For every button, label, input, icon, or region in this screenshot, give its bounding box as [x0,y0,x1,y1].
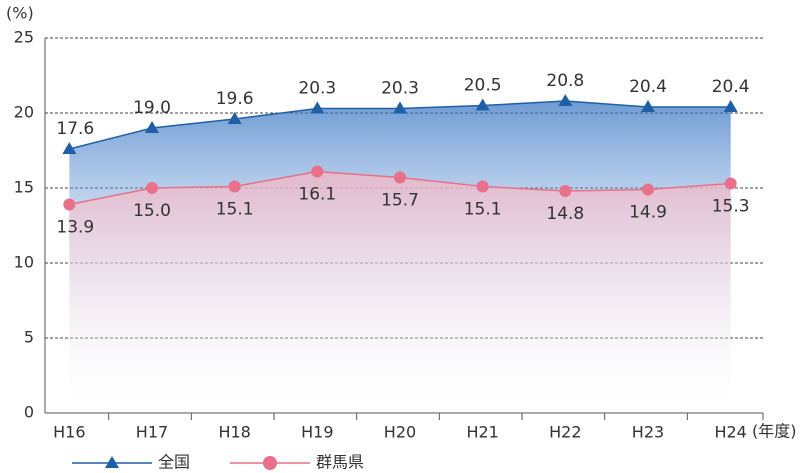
data-label: 14.8 [546,204,584,224]
data-label: 13.9 [56,218,94,238]
area [69,171,731,413]
point [558,94,573,106]
point [228,180,241,193]
point [642,183,654,196]
data-label: 16.1 [298,185,336,205]
x-tick-label: H23 [632,423,664,442]
point [475,98,490,111]
data-label: 17.6 [56,119,94,139]
legend-label: 全国 [158,453,190,472]
point [393,101,407,114]
data-label: 19.0 [133,98,171,118]
x-tick-label: H16 [53,423,85,442]
legend-marker [105,456,119,468]
data-label: 19.6 [216,89,254,109]
data-label: 15.0 [133,201,171,221]
point [310,101,325,114]
point [62,142,77,154]
x-tick-label: H20 [384,423,416,442]
point [63,198,76,211]
y-tick-label: 0 [24,403,34,422]
point [311,165,324,178]
x-tick-label: H17 [136,423,168,442]
data-label: 20.3 [381,79,419,99]
point [559,185,572,197]
y-tick-label: 5 [24,328,34,347]
data-label: 20.3 [298,79,336,99]
data-label: 15.1 [216,200,254,220]
point [146,182,158,194]
data-label: 15.1 [464,200,502,220]
x-tick-label: H24 [714,423,746,442]
x-tick-label: H18 [218,423,250,442]
data-label: 14.9 [629,203,667,223]
point [723,100,738,112]
legend-label: 群馬県 [316,453,364,472]
point [641,100,655,112]
data-label: 15.3 [712,197,750,217]
point [145,121,159,133]
data-label: 20.8 [546,71,584,91]
point [227,112,242,124]
data-label: 20.5 [464,76,502,96]
x-tick-label: H22 [549,423,581,442]
y-tick-label: 15 [14,178,34,197]
x-tick-label: H19 [301,423,333,442]
y-axis-label: (%) [6,4,34,23]
y-tick-label: 25 [14,28,34,47]
y-tick-label: 10 [14,253,34,272]
data-label: 20.4 [712,77,750,97]
x-axis-label: (年度) [752,422,797,441]
data-label: 20.4 [629,77,667,97]
data-label: 15.7 [381,191,419,211]
point [394,171,406,184]
point [724,177,737,190]
x-tick-label: H21 [466,423,498,442]
legend-marker [263,456,277,470]
y-tick-label: 20 [14,103,34,122]
point [476,180,489,193]
